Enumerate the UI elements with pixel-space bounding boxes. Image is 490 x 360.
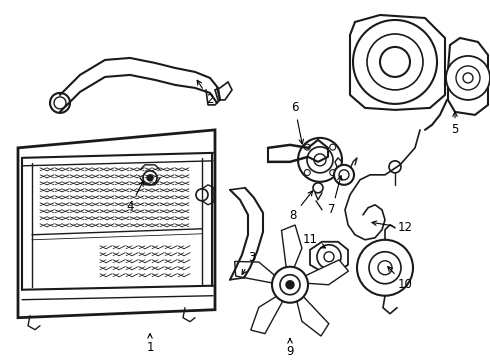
Text: 4: 4 — [126, 181, 143, 213]
Circle shape — [196, 189, 208, 201]
Circle shape — [286, 281, 294, 289]
Polygon shape — [310, 242, 348, 272]
Circle shape — [307, 147, 333, 173]
Circle shape — [367, 34, 423, 90]
Text: 8: 8 — [289, 191, 313, 222]
Circle shape — [456, 66, 480, 90]
Circle shape — [313, 183, 323, 193]
Polygon shape — [235, 261, 281, 284]
Text: 11: 11 — [302, 233, 325, 248]
Circle shape — [147, 175, 153, 181]
Polygon shape — [295, 291, 329, 336]
Circle shape — [143, 171, 157, 185]
Text: 3: 3 — [242, 251, 256, 274]
Circle shape — [314, 154, 326, 166]
Circle shape — [304, 170, 310, 176]
Circle shape — [50, 93, 70, 113]
Text: 6: 6 — [291, 102, 303, 144]
Circle shape — [280, 275, 300, 295]
Polygon shape — [298, 260, 348, 285]
Circle shape — [272, 267, 308, 303]
Polygon shape — [251, 292, 287, 334]
Text: 5: 5 — [451, 112, 459, 136]
Circle shape — [317, 245, 341, 269]
Circle shape — [369, 252, 401, 284]
Circle shape — [334, 165, 354, 185]
Polygon shape — [18, 130, 215, 318]
Text: 10: 10 — [388, 267, 413, 291]
Circle shape — [353, 20, 437, 104]
Circle shape — [54, 97, 66, 109]
Text: 1: 1 — [146, 334, 154, 354]
Polygon shape — [282, 225, 302, 275]
Circle shape — [330, 144, 336, 150]
Circle shape — [330, 170, 336, 176]
Circle shape — [304, 144, 310, 150]
Circle shape — [339, 170, 349, 180]
Text: 2: 2 — [197, 80, 214, 107]
Circle shape — [357, 240, 413, 296]
Circle shape — [298, 138, 342, 182]
Polygon shape — [448, 38, 488, 115]
Circle shape — [380, 47, 410, 77]
Circle shape — [389, 161, 401, 173]
Circle shape — [463, 73, 473, 83]
Text: 7: 7 — [328, 176, 342, 216]
Circle shape — [446, 56, 490, 100]
Text: 12: 12 — [372, 221, 413, 234]
Polygon shape — [215, 82, 232, 100]
Text: 9: 9 — [286, 339, 294, 358]
Circle shape — [324, 252, 334, 262]
Circle shape — [378, 261, 392, 275]
